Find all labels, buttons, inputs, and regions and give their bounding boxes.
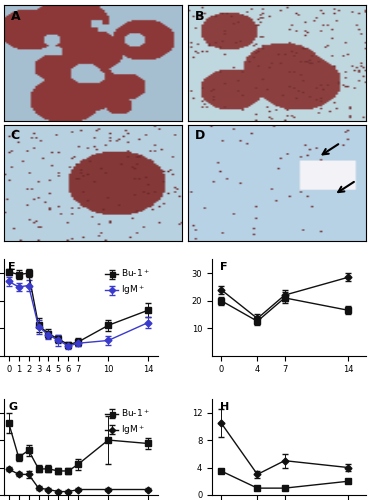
- Text: H: H: [220, 402, 229, 411]
- Text: A: A: [11, 10, 20, 22]
- Text: E: E: [9, 262, 16, 272]
- Text: D: D: [195, 129, 205, 142]
- Text: F: F: [220, 262, 227, 272]
- Legend: Bu-1$^+$, IgM$^+$: Bu-1$^+$, IgM$^+$: [101, 264, 154, 301]
- Text: B: B: [195, 10, 204, 22]
- Text: C: C: [11, 129, 20, 142]
- Legend: Bu-1$^+$, IgM$^+$: Bu-1$^+$, IgM$^+$: [101, 404, 154, 440]
- Text: G: G: [9, 402, 17, 411]
